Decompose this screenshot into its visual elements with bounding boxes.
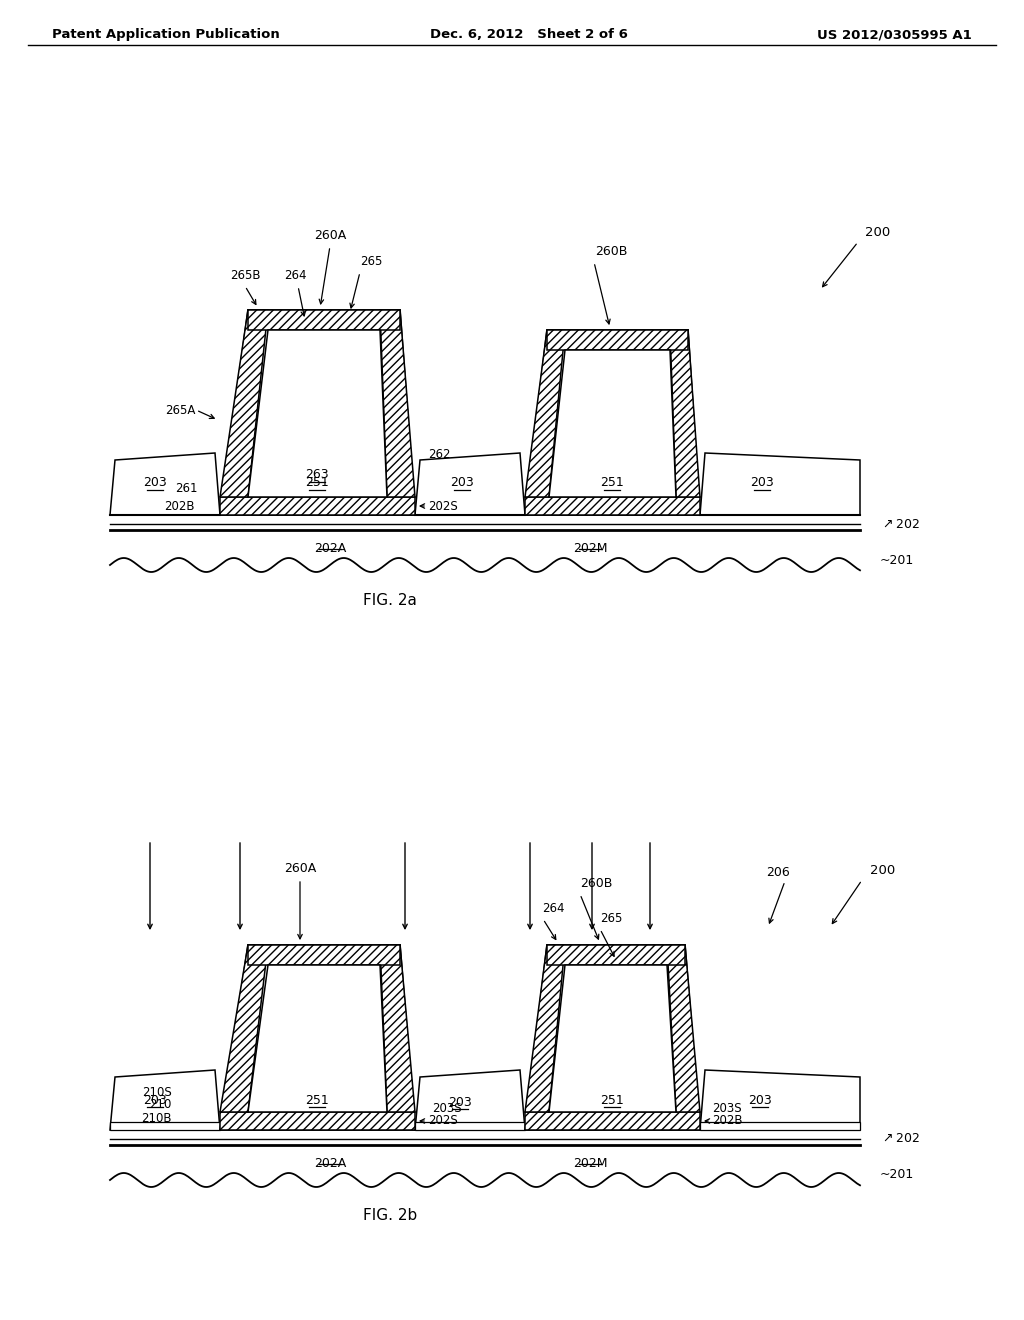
Polygon shape [525, 330, 565, 498]
Text: 203S: 203S [712, 1101, 741, 1114]
Polygon shape [248, 330, 387, 498]
Text: 200: 200 [870, 863, 895, 876]
Text: 251: 251 [305, 1093, 329, 1106]
Text: 203: 203 [751, 477, 774, 490]
Text: 206: 206 [766, 866, 790, 879]
Polygon shape [380, 310, 415, 498]
Text: 210B: 210B [141, 1111, 172, 1125]
Text: US 2012/0305995 A1: US 2012/0305995 A1 [817, 28, 972, 41]
Text: $\nearrow$202: $\nearrow$202 [880, 1133, 920, 1146]
Text: 260B: 260B [580, 876, 612, 890]
Polygon shape [547, 330, 688, 350]
Polygon shape [700, 1071, 860, 1130]
Polygon shape [220, 1111, 415, 1130]
Text: 251: 251 [600, 1093, 624, 1106]
Text: 202S: 202S [428, 499, 458, 512]
Polygon shape [525, 1111, 700, 1130]
Text: FIG. 2b: FIG. 2b [362, 1208, 417, 1224]
Polygon shape [670, 330, 700, 498]
Polygon shape [700, 453, 860, 515]
Polygon shape [380, 945, 415, 1111]
Text: 203: 203 [749, 1093, 772, 1106]
Text: 262: 262 [428, 449, 451, 462]
Text: 210: 210 [150, 1098, 172, 1111]
Polygon shape [415, 1071, 525, 1130]
Polygon shape [525, 945, 565, 1111]
Text: 203: 203 [143, 477, 167, 490]
Polygon shape [547, 945, 685, 965]
Text: FIG. 2a: FIG. 2a [364, 593, 417, 609]
Text: 202M: 202M [572, 543, 607, 554]
Polygon shape [525, 945, 700, 1130]
Text: 265: 265 [360, 255, 382, 268]
Text: ~201: ~201 [880, 1168, 914, 1181]
Text: 265A: 265A [165, 404, 195, 417]
Text: 203: 203 [451, 477, 474, 490]
Polygon shape [525, 330, 700, 515]
Bar [110, 1122, 220, 1130]
Text: 202B: 202B [165, 499, 195, 512]
Text: 264: 264 [284, 269, 306, 282]
Polygon shape [248, 945, 400, 965]
Polygon shape [220, 498, 415, 515]
Polygon shape [248, 310, 400, 330]
Text: 265: 265 [600, 912, 623, 925]
Polygon shape [110, 453, 220, 515]
Polygon shape [220, 945, 415, 1130]
Text: 260A: 260A [284, 862, 316, 875]
Text: 260B: 260B [595, 246, 628, 257]
Text: 265B: 265B [229, 269, 260, 282]
Text: 203: 203 [143, 1093, 167, 1106]
Text: ~201: ~201 [880, 553, 914, 566]
Text: 264: 264 [542, 902, 564, 915]
Polygon shape [549, 350, 676, 498]
Text: 202M: 202M [572, 1158, 607, 1170]
Polygon shape [110, 1071, 220, 1130]
Text: 260A: 260A [314, 228, 346, 242]
Text: 202S: 202S [428, 1114, 458, 1127]
Polygon shape [525, 498, 700, 515]
Text: Patent Application Publication: Patent Application Publication [52, 28, 280, 41]
Text: 251: 251 [600, 477, 624, 490]
Text: 251: 251 [305, 477, 329, 490]
Text: 210S: 210S [142, 1085, 172, 1098]
Polygon shape [667, 945, 700, 1111]
Text: 203: 203 [449, 1096, 472, 1109]
Text: 203S: 203S [432, 1101, 462, 1114]
Text: 261: 261 [175, 483, 198, 495]
Text: 263: 263 [305, 469, 329, 482]
Polygon shape [220, 945, 268, 1111]
Polygon shape [220, 310, 268, 498]
Polygon shape [549, 965, 676, 1111]
Text: 200: 200 [865, 226, 890, 239]
Text: 202A: 202A [314, 1158, 346, 1170]
Text: Dec. 6, 2012   Sheet 2 of 6: Dec. 6, 2012 Sheet 2 of 6 [430, 28, 628, 41]
Text: $\nearrow$202: $\nearrow$202 [880, 517, 920, 531]
Polygon shape [220, 310, 415, 515]
Polygon shape [415, 453, 525, 515]
Bar [700, 1122, 860, 1130]
Text: 202B: 202B [712, 1114, 742, 1127]
Bar [415, 1122, 525, 1130]
Text: 202A: 202A [314, 543, 346, 554]
Polygon shape [248, 965, 387, 1111]
